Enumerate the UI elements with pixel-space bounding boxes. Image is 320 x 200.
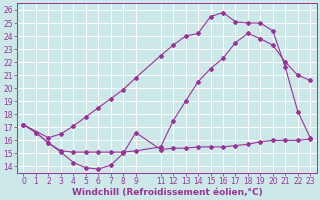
X-axis label: Windchill (Refroidissement éolien,°C): Windchill (Refroidissement éolien,°C)	[72, 188, 262, 197]
